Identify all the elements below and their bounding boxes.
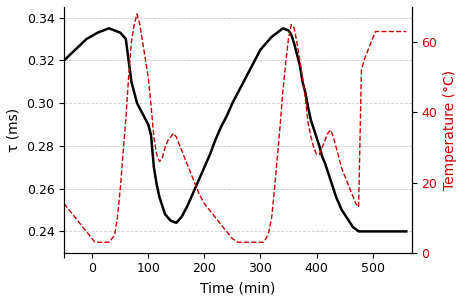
Y-axis label: Temperature (°C): Temperature (°C)	[442, 70, 456, 190]
Y-axis label: τ (ms): τ (ms)	[7, 108, 21, 152]
X-axis label: Time (min): Time (min)	[200, 281, 275, 295]
